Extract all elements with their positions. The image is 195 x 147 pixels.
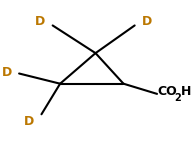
Text: D: D <box>142 15 152 28</box>
Text: 2: 2 <box>175 92 182 102</box>
Text: H: H <box>181 85 192 98</box>
Text: D: D <box>1 66 12 78</box>
Text: D: D <box>24 115 34 128</box>
Text: CO: CO <box>157 85 177 98</box>
Text: D: D <box>35 15 45 28</box>
